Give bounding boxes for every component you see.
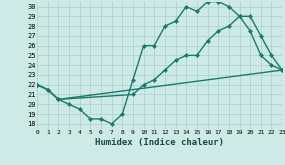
X-axis label: Humidex (Indice chaleur): Humidex (Indice chaleur)	[95, 138, 224, 147]
